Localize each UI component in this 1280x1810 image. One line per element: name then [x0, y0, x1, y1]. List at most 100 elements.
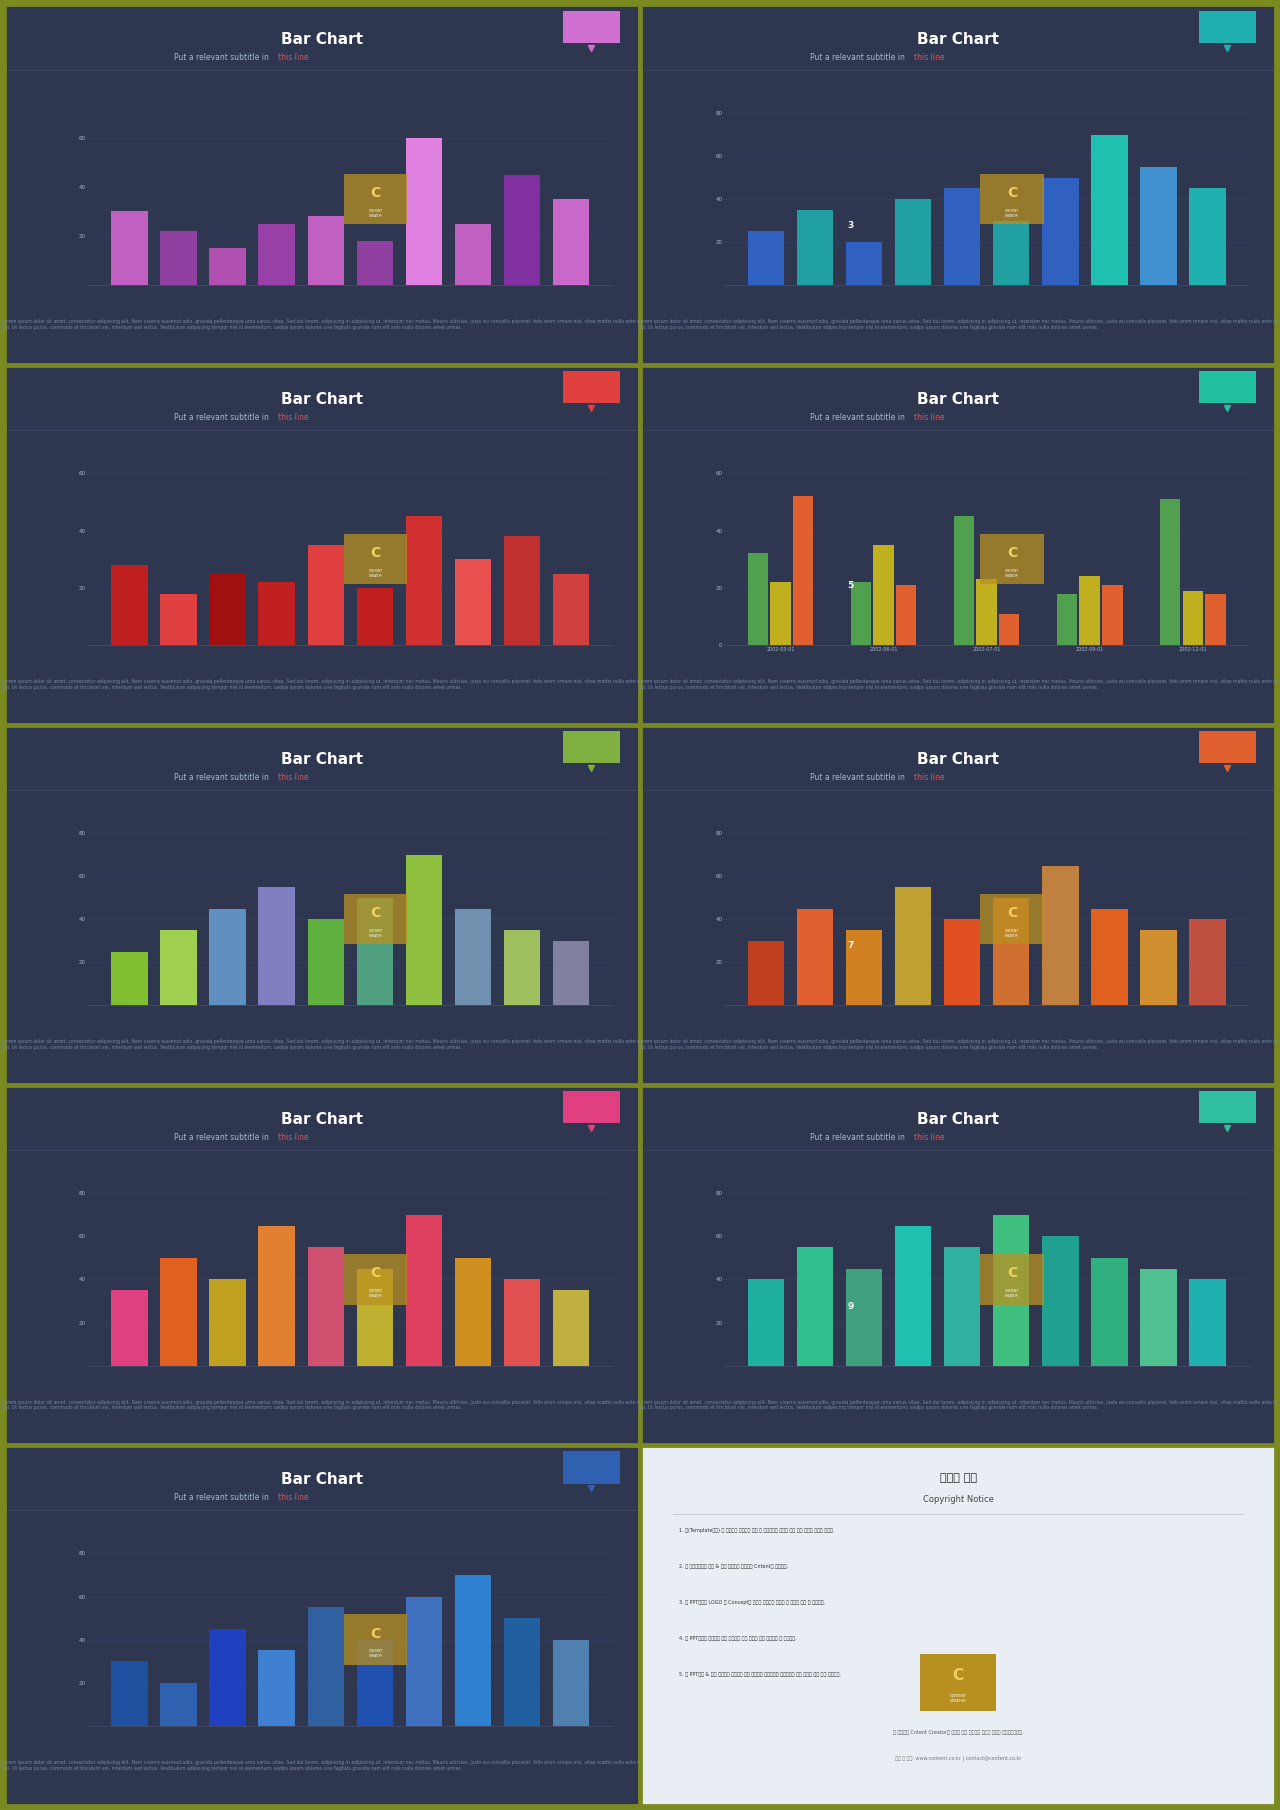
Bar: [454, 1258, 492, 1365]
Bar: [846, 930, 882, 1005]
Text: Bar Chart: Bar Chart: [280, 393, 364, 407]
Bar: [896, 585, 916, 646]
Bar: [1139, 1269, 1176, 1365]
Text: CONTENT
CREATOR: CONTENT CREATOR: [1005, 208, 1019, 217]
Bar: [210, 909, 246, 1005]
Text: 3: 3: [847, 221, 854, 230]
Bar: [943, 188, 980, 286]
Text: this line: this line: [278, 413, 308, 422]
Text: this line: this line: [278, 1493, 308, 1502]
Bar: [748, 941, 785, 1005]
Text: Lorem ipsum dolor sit amet, consectetur adipiscing elit. Nam viverra euismod odi: Lorem ipsum dolor sit amet, consectetur …: [3, 1039, 641, 1050]
Bar: [307, 1607, 344, 1725]
Bar: [1183, 590, 1203, 646]
Text: Bar Chart: Bar Chart: [916, 33, 1000, 47]
Bar: [454, 224, 492, 286]
Bar: [796, 210, 833, 286]
Bar: [210, 1280, 246, 1365]
Text: CONTENT
CREATOR: CONTENT CREATOR: [369, 568, 383, 577]
Text: this line: this line: [278, 1133, 308, 1142]
Text: 5: 5: [847, 581, 854, 590]
Text: Bar Chart: Bar Chart: [280, 1473, 364, 1488]
Text: C: C: [371, 186, 381, 201]
Text: C: C: [1007, 1267, 1018, 1280]
Text: Put a relevant subtitle in: Put a relevant subtitle in: [174, 1133, 271, 1142]
Text: Bar Chart: Bar Chart: [916, 1113, 1000, 1128]
Bar: [1091, 134, 1128, 286]
Text: 본 템플릿은 Cntent Creator의 정책에 따라 구매하신 본인에 한해서 사용가능합니다.: 본 템플릿은 Cntent Creator의 정책에 따라 구매하신 본인에 한…: [892, 1730, 1024, 1736]
Bar: [748, 1280, 785, 1365]
Text: Lorem ipsum dolor sit amet, consectetur adipiscing elit. Nam viverra euismod odi: Lorem ipsum dolor sit amet, consectetur …: [639, 319, 1277, 329]
Bar: [895, 1225, 932, 1365]
Bar: [160, 930, 197, 1005]
Bar: [307, 1247, 344, 1365]
Text: Put a relevant subtitle in: Put a relevant subtitle in: [810, 773, 908, 782]
Text: this line: this line: [914, 773, 945, 782]
Text: CONTENT
CREATOR: CONTENT CREATOR: [1005, 1289, 1019, 1298]
Text: CONTENT
CREATOR: CONTENT CREATOR: [369, 1649, 383, 1658]
Text: 2. 이 프리젠테이션 양식 & 기타 소스들의 저작권은 Cntent에 있습니다.: 2. 이 프리젠테이션 양식 & 기타 소스들의 저작권은 Cntent에 있습…: [680, 1564, 788, 1569]
Text: Put a relevant subtitle in: Put a relevant subtitle in: [810, 52, 908, 62]
Bar: [553, 1640, 590, 1725]
Bar: [210, 574, 246, 646]
Text: C: C: [371, 1267, 381, 1280]
Text: CONTENT
CREATOR: CONTENT CREATOR: [1005, 929, 1019, 938]
Bar: [993, 1215, 1029, 1365]
Bar: [160, 1258, 197, 1365]
Bar: [993, 898, 1029, 1005]
Bar: [748, 232, 785, 286]
Bar: [943, 1247, 980, 1365]
Text: Bar Chart: Bar Chart: [280, 33, 364, 47]
Bar: [307, 217, 344, 286]
Bar: [1139, 930, 1176, 1005]
Bar: [259, 224, 296, 286]
Text: C: C: [371, 1627, 381, 1640]
Bar: [846, 1269, 882, 1365]
Text: this line: this line: [278, 773, 308, 782]
Bar: [111, 212, 148, 286]
Bar: [406, 854, 443, 1005]
Text: C: C: [952, 1669, 964, 1683]
Bar: [357, 1269, 393, 1365]
Text: Lorem ipsum dolor sit amet, consectetur adipiscing elit. Nam viverra euismod odi: Lorem ipsum dolor sit amet, consectetur …: [639, 679, 1277, 690]
Text: C: C: [1007, 907, 1018, 919]
Bar: [873, 545, 893, 646]
Bar: [454, 909, 492, 1005]
Bar: [111, 952, 148, 1005]
Bar: [503, 536, 540, 646]
Bar: [503, 930, 540, 1005]
Bar: [1189, 919, 1226, 1005]
Bar: [357, 588, 393, 646]
Bar: [1042, 1236, 1079, 1365]
Text: this line: this line: [914, 1133, 945, 1142]
Text: this line: this line: [914, 52, 945, 62]
Bar: [954, 516, 974, 646]
Bar: [259, 1225, 296, 1365]
Text: Lorem ipsum dolor sit amet, consectetur adipiscing elit. Nam viverra euismod odi: Lorem ipsum dolor sit amet, consectetur …: [639, 1039, 1277, 1050]
Bar: [1160, 500, 1180, 646]
Text: CONTENT
CREATOR: CONTENT CREATOR: [369, 929, 383, 938]
Bar: [111, 565, 148, 646]
Bar: [851, 583, 870, 646]
Bar: [259, 1651, 296, 1725]
Text: C: C: [371, 907, 381, 919]
Text: 저작권 공고: 저작권 공고: [940, 1473, 977, 1482]
Text: Put a relevant subtitle in: Put a relevant subtitle in: [810, 413, 908, 422]
Text: Bar Chart: Bar Chart: [280, 753, 364, 767]
Bar: [406, 1596, 443, 1725]
Text: Bar Chart: Bar Chart: [916, 753, 1000, 767]
Bar: [406, 138, 443, 286]
Bar: [895, 887, 932, 1005]
Bar: [210, 1629, 246, 1725]
Text: Put a relevant subtitle in: Put a relevant subtitle in: [174, 1493, 271, 1502]
Bar: [1000, 614, 1019, 646]
Bar: [406, 1215, 443, 1365]
Text: Bar Chart: Bar Chart: [916, 393, 1000, 407]
Bar: [748, 554, 768, 646]
Bar: [307, 919, 344, 1005]
Bar: [406, 516, 443, 646]
Text: Lorem ipsum dolor sit amet, consectetur adipiscing elit. Nam viverra euismod odi: Lorem ipsum dolor sit amet, consectetur …: [3, 1399, 641, 1410]
Bar: [1057, 594, 1078, 646]
Text: 3. 이 PPT양식의 LOGO 및 Concept을 그대로 복제하여 재배포 및 재판매 하실 수 없습니다.: 3. 이 PPT양식의 LOGO 및 Concept을 그대로 복제하여 재배포…: [680, 1600, 826, 1605]
Bar: [796, 1247, 833, 1365]
